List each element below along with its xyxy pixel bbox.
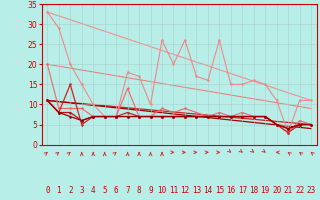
Text: 21: 21 [284,186,293,195]
Text: 15: 15 [215,186,224,195]
Text: 19: 19 [260,186,270,195]
Text: 9: 9 [148,186,153,195]
Text: 22: 22 [295,186,304,195]
Text: 6: 6 [114,186,118,195]
Text: 17: 17 [238,186,247,195]
Text: 8: 8 [137,186,141,195]
Text: 4: 4 [91,186,95,195]
Text: 10: 10 [157,186,167,195]
Text: 14: 14 [203,186,212,195]
Text: 23: 23 [307,186,316,195]
Text: 0: 0 [45,186,50,195]
Text: 2: 2 [68,186,73,195]
Text: 11: 11 [169,186,178,195]
Text: 3: 3 [79,186,84,195]
Text: 18: 18 [249,186,258,195]
Text: 16: 16 [226,186,236,195]
Text: 12: 12 [180,186,189,195]
Text: 7: 7 [125,186,130,195]
Text: 20: 20 [272,186,281,195]
Text: 13: 13 [192,186,201,195]
Text: 5: 5 [102,186,107,195]
Text: 1: 1 [57,186,61,195]
